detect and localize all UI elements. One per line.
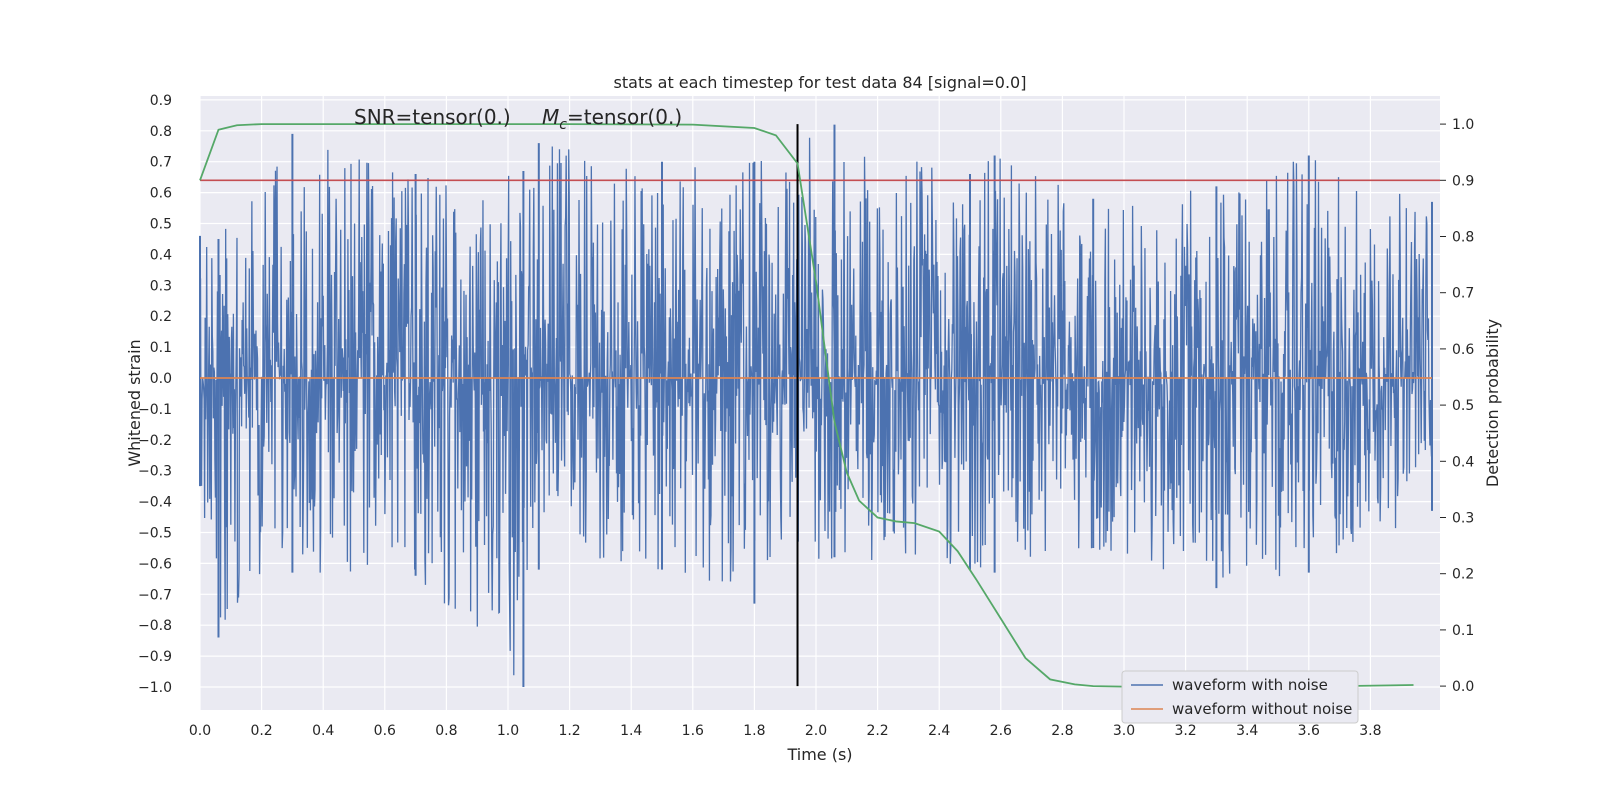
x-tick-label: 0.4: [312, 723, 334, 739]
x-tick-label: 0.8: [435, 723, 457, 739]
y-left-tick-label: 0.9: [150, 93, 172, 109]
legend: waveform with noise waveform without noi…: [1121, 670, 1359, 724]
y-left-tick-label: 0.1: [150, 340, 172, 356]
y-right-tick-label: 0.2: [1452, 567, 1474, 583]
mc-annotation: Mc=tensor(0.): [542, 105, 682, 133]
x-tick-label: 0.6: [374, 723, 396, 739]
y-left-tick-label: −0.1: [138, 402, 172, 418]
x-tick-label: 3.6: [1298, 723, 1320, 739]
snr-annotation: SNR=tensor(0.): [354, 105, 511, 129]
x-tick-label: 3.8: [1359, 723, 1381, 739]
y-right-tick-label: 0.1: [1452, 623, 1474, 639]
mc-symbol: M: [542, 105, 559, 129]
x-tick-label: 2.0: [805, 723, 827, 739]
y-right-tick-label: 0.0: [1452, 679, 1474, 695]
y-right-tick-label: 0.6: [1452, 342, 1474, 358]
y-left-tick-label: 0.0: [150, 371, 172, 387]
y-right-tick-label: 0.5: [1452, 398, 1474, 414]
y-left-tick-label: −0.4: [138, 495, 172, 511]
data-layer: [199, 123, 1440, 688]
x-tick-label: 2.2: [866, 723, 888, 739]
x-tick-label: 1.6: [682, 723, 704, 739]
x-tick-label: 3.2: [1174, 723, 1196, 739]
mc-subscript: c: [559, 117, 567, 133]
x-tick-label: 1.2: [558, 723, 580, 739]
y-left-tick-label: −0.6: [138, 556, 172, 572]
x-tick-label: 1.8: [743, 723, 765, 739]
y-left-tick-label: −0.2: [138, 433, 172, 449]
y-left-tick-label: 0.4: [150, 247, 172, 263]
y-left-tick-label: −0.5: [138, 526, 172, 542]
y-axis-label-left: Whitened strain: [125, 339, 144, 466]
ticks-layer: 0.0 0.2 0.4 0.6 0.8 1.0 1.2 1.4 1.6 1.8 2.0 2.2 2.4 2…: [138, 93, 1474, 739]
x-tick-label: 0.0: [189, 723, 211, 739]
mc-value: =tensor(0.): [567, 105, 682, 129]
y-left-tick-label: −1.0: [138, 680, 172, 696]
y-left-tick-label: 0.5: [150, 217, 172, 233]
x-tick-label: 1.4: [620, 723, 642, 739]
y-left-tick-label: 0.2: [150, 309, 172, 325]
y-left-tick-label: −0.8: [138, 618, 172, 634]
y-axis-label-right: Detection probability: [1483, 319, 1502, 487]
x-tick-label: 1.0: [497, 723, 519, 739]
y-right-tick-label: 0.8: [1452, 230, 1474, 246]
x-tick-label: 0.2: [250, 723, 272, 739]
y-left-tick-label: 0.7: [150, 155, 172, 171]
y-right-tick-label: 0.3: [1452, 511, 1474, 527]
chart-title: stats at each timestep for test data 84 …: [614, 73, 1027, 92]
waveform-with-noise-line: [199, 137, 1433, 676]
y-left-tick-label: 0.3: [150, 278, 172, 294]
y-right-tick-label: 0.7: [1452, 286, 1474, 302]
y-left-tick-label: 0.8: [150, 124, 172, 140]
y-left-tick-label: −0.9: [138, 649, 172, 665]
y-left-tick-label: 0.6: [150, 186, 172, 202]
x-tick-label: 2.4: [928, 723, 950, 739]
y-left-tick-label: −0.3: [138, 464, 172, 480]
legend-label-clean: waveform without noise: [1172, 700, 1352, 718]
legend-label-noise: waveform with noise: [1172, 676, 1328, 694]
x-tick-label: 2.8: [1051, 723, 1073, 739]
x-axis-label: Time (s): [786, 745, 852, 764]
x-tick-label: 2.6: [990, 723, 1012, 739]
y-right-tick-label: 1.0: [1452, 117, 1474, 133]
y-left-tick-label: −0.7: [138, 587, 172, 603]
legend-box: [1121, 670, 1359, 724]
x-tick-label: 3.0: [1113, 723, 1135, 739]
y-right-tick-label: 0.4: [1452, 454, 1474, 470]
y-right-tick-label: 0.9: [1452, 173, 1474, 189]
x-tick-label: 3.4: [1236, 723, 1258, 739]
detection-probability-line: [199, 123, 1414, 688]
